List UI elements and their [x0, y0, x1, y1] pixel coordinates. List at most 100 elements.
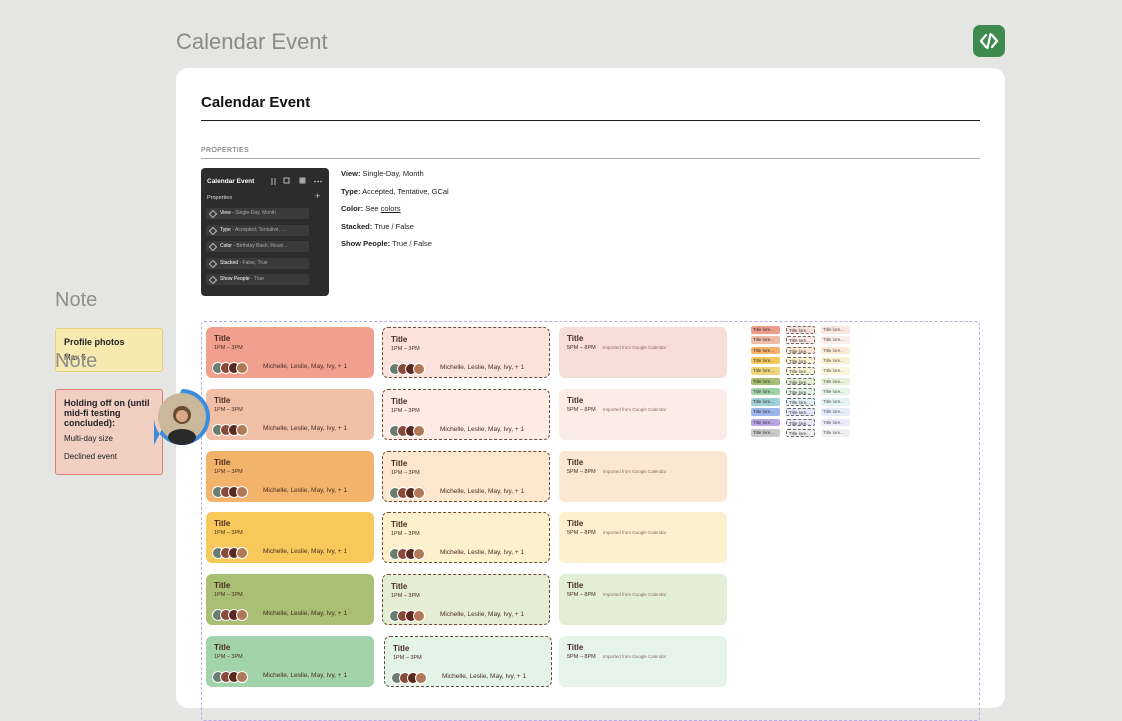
event-card[interactable]: Title 1PM – 3PM Michelle, Leslie, May, Ivy…: [382, 327, 550, 378]
code-button[interactable]: [973, 25, 1005, 57]
mini-event[interactable]: Title lore...: [786, 336, 815, 344]
property-name: Show People: [220, 276, 250, 283]
mini-event[interactable]: Title lore...: [821, 326, 850, 334]
mini-event[interactable]: Title lore...: [751, 429, 780, 437]
property-name: Show People:: [341, 239, 391, 249]
event-card[interactable]: Title 5PM – 8PM Imported from Google Calen…: [559, 574, 727, 626]
event-people: Michelle, Leslie, May, Ivy, + 1: [263, 486, 348, 494]
avatar: [413, 424, 425, 437]
event-card[interactable]: Title 5PM – 8PM Imported from Google Calen…: [559, 388, 727, 440]
property-name: Stacked:: [341, 221, 373, 231]
event-card[interactable]: Title 1PM – 3PM Michelle, Leslie, May, Ivy…: [382, 512, 550, 564]
event-source: Imported from Google Calendar: [603, 468, 667, 474]
mini-event[interactable]: Title lore...: [751, 377, 780, 385]
mini-event[interactable]: Title lore...: [786, 326, 815, 334]
canvas-title: Calendar Event: [176, 29, 328, 54]
event-people: Michelle, Leslie, May, Ivy, + 1: [263, 363, 348, 370]
event-title: Title: [214, 581, 231, 591]
event-title: Title: [567, 457, 584, 467]
mini-event[interactable]: Title lore...: [751, 408, 780, 416]
event-title: Title: [391, 396, 408, 406]
event-title: Title: [214, 334, 231, 343]
mini-event[interactable]: Title lore...: [786, 346, 815, 355]
mini-event[interactable]: Title lore...: [821, 367, 850, 375]
event-source: Imported from Google Calendar: [603, 530, 667, 536]
mini-event[interactable]: Title lore...: [786, 387, 815, 396]
mini-event[interactable]: Title lore...: [786, 398, 815, 406]
event-card[interactable]: Title 5PM – 8PM Imported from Google Calen…: [559, 512, 727, 564]
property-value: True / False: [392, 239, 432, 249]
mini-event[interactable]: Title lore...: [786, 429, 815, 437]
event-title: Title: [567, 395, 584, 405]
event-card[interactable]: Title 5PM – 8PM Imported from Google Calen…: [559, 327, 727, 378]
mini-event[interactable]: Title lore...: [751, 336, 780, 344]
mini-event[interactable]: Title lore...: [821, 398, 850, 406]
add-icon[interactable]: +: [315, 191, 321, 201]
property-name: View: [220, 210, 231, 216]
mini-event[interactable]: Title lore...: [751, 387, 780, 396]
mini-event[interactable]: Title lore...: [821, 418, 850, 427]
event-title: Title: [567, 643, 584, 652]
mini-event[interactable]: Title lore...: [751, 367, 780, 375]
event-source: Imported from Google Calendar: [603, 654, 667, 659]
mini-event[interactable]: Title lore...: [751, 418, 780, 427]
event-card[interactable]: Title 1PM – 3PM Michelle, Leslie, May, Ivy…: [382, 388, 550, 440]
mini-event[interactable]: Title lore...: [821, 387, 850, 396]
code-icon: [979, 32, 999, 50]
mini-event[interactable]: Title lore...: [821, 336, 850, 344]
event-people: Michelle, Leslie, May, Ivy, + 1: [263, 424, 348, 432]
mini-event[interactable]: Title lore...: [821, 408, 850, 416]
property-name: View:: [341, 169, 361, 178]
mini-event[interactable]: Title lore...: [786, 356, 815, 365]
mini-event[interactable]: Title lore...: [821, 429, 850, 437]
property-link[interactable]: colors: [380, 204, 401, 214]
event-card[interactable]: Title 1PM – 3PM Michelle, Leslie, May, Ivy…: [384, 636, 552, 687]
property-value: See: [365, 204, 379, 214]
avatar: [236, 547, 248, 560]
event-card[interactable]: Title 1PM – 3PM Michelle, Leslie, May, Ivy…: [382, 450, 550, 502]
event-card[interactable]: Title 5PM – 8PM Imported from Google Calen…: [559, 450, 727, 502]
property-name: Type: [220, 226, 231, 233]
event-card[interactable]: Title 1PM – 3PM Michelle, Leslie, May, Ivy…: [382, 574, 550, 626]
property-description: Show People: True / False: [341, 239, 432, 248]
event-card[interactable]: Title 5PM – 8PM Imported from Google Calen…: [559, 636, 727, 687]
event-card[interactable]: Title 1PM – 3PM Michelle, Leslie, May, Ivy…: [206, 574, 374, 626]
event-card[interactable]: Title 1PM – 3PM Michelle, Leslie, May, Ivy…: [206, 450, 374, 502]
event-card[interactable]: Title 1PM – 3PM Michelle, Leslie, May, Ivy…: [206, 512, 374, 564]
avatar: [413, 486, 425, 499]
event-card[interactable]: Title 1PM – 3PM Michelle, Leslie, May, Ivy…: [206, 636, 374, 687]
mini-event[interactable]: Title lore...: [786, 367, 815, 375]
property-value: Accepted, Tentative, GCal: [362, 186, 449, 196]
property-description: Color: See colors: [341, 204, 401, 213]
user-avatar[interactable]: [150, 385, 214, 449]
event-time: 1PM – 3PM: [391, 531, 420, 538]
mini-event[interactable]: Title lore...: [751, 398, 780, 406]
mini-event[interactable]: Title lore...: [821, 377, 850, 385]
card-title: Calendar Event: [201, 94, 311, 111]
mini-event[interactable]: Title lore...: [751, 346, 780, 355]
event-card[interactable]: Title 1PM – 3PM Michelle, Leslie, May, Ivy…: [206, 388, 374, 440]
mini-event[interactable]: Title lore...: [821, 346, 850, 355]
mini-event[interactable]: Title lore...: [786, 408, 815, 416]
property-description: Stacked: True / False: [341, 222, 414, 231]
avatar: [413, 610, 425, 623]
event-time: 1PM – 3PM: [391, 593, 420, 600]
mini-event[interactable]: Title lore...: [751, 356, 780, 365]
mini-event[interactable]: Title lore...: [751, 326, 780, 334]
property-value: False, True: [242, 259, 268, 266]
property-name: Color:: [341, 204, 364, 214]
event-people: Michelle, Leslie, May, Ivy, + 1: [263, 610, 348, 618]
event-time: 5PM – 8PM: [567, 654, 596, 660]
sticky-note: Profile photos Max 5: [55, 328, 163, 372]
mini-event[interactable]: Title lore...: [786, 377, 815, 385]
event-card[interactable]: Title 1PM – 3PM Michelle, Leslie, May, Ivy…: [206, 327, 374, 378]
panel-heading: Properties: [207, 195, 233, 201]
divider: [201, 158, 980, 159]
avatar: [236, 671, 248, 683]
panel-title: Calendar Event: [207, 178, 255, 185]
mini-event[interactable]: Title lore...: [786, 418, 815, 427]
event-source: Imported from Google Calendar: [603, 406, 667, 412]
event-title: Title: [214, 643, 231, 652]
event-people: Michelle, Leslie, May, Ivy, + 1: [440, 487, 525, 495]
mini-event[interactable]: Title lore...: [821, 356, 850, 365]
